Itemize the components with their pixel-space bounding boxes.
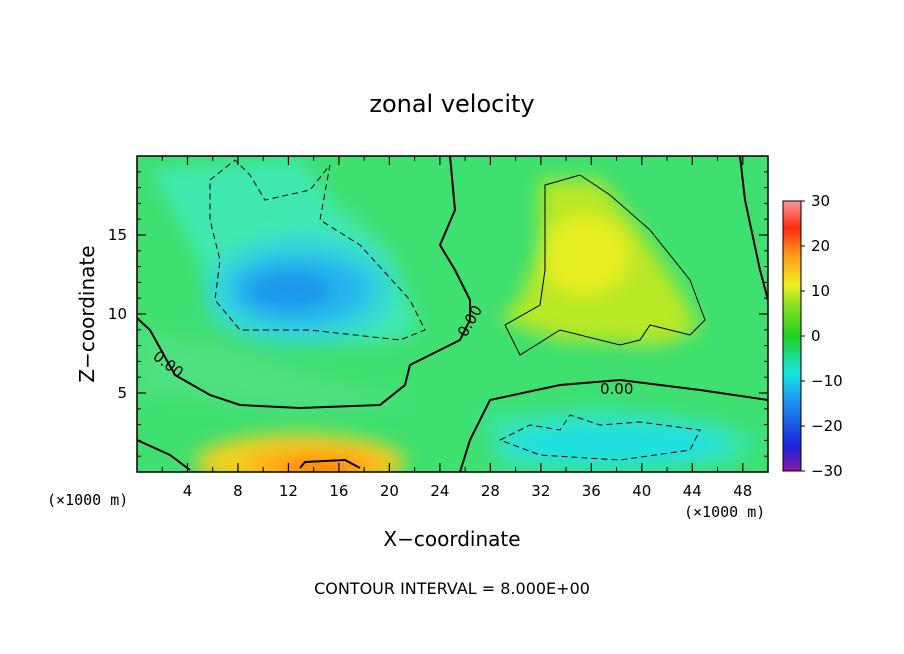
- x-tick-label: 32: [531, 482, 550, 500]
- chart-title: zonal velocity: [369, 90, 534, 118]
- y-axis-title: Z−coordinate: [75, 245, 99, 382]
- x-tick-label: 12: [279, 482, 298, 500]
- x-tick-label: 36: [582, 482, 601, 500]
- y-tick-label: 15: [108, 226, 127, 244]
- x-tick-label: 40: [632, 482, 651, 500]
- x-tick-label: 44: [683, 482, 702, 500]
- x-unit-right: (×1000 m): [684, 503, 765, 521]
- x-tick-label: 24: [430, 482, 449, 500]
- x-tick-label: 4: [183, 482, 193, 500]
- colorbar-tick-label: −20: [811, 417, 843, 435]
- x-axis: 4 8 12 16 20 24 28 32 36 40 44 48: [161, 156, 752, 500]
- plot-area: 0.00 0.00 0.00: [137, 156, 768, 472]
- x-unit-left: (×1000 m): [47, 491, 128, 509]
- colorbar-tick-label: 20: [811, 237, 830, 255]
- colorbar-tick-label: −10: [811, 372, 843, 390]
- x-tick-label: 48: [733, 482, 752, 500]
- colorbar: [782, 200, 802, 472]
- x-tick-label: 20: [380, 482, 399, 500]
- contour-lines: [137, 156, 768, 472]
- colorbar-tick-label: 30: [811, 192, 830, 210]
- colorbar-labels: 30 20 10 0 −10 −20 −30: [801, 192, 843, 480]
- x-tick-label: 8: [233, 482, 243, 500]
- y-axis: 5 10 15: [108, 171, 768, 457]
- x-axis-title: X−coordinate: [383, 527, 520, 551]
- colorbar-tick-label: 10: [811, 282, 830, 300]
- y-tick-label: 5: [117, 384, 127, 402]
- colorbar-tick-label: −30: [811, 462, 843, 480]
- x-tick-label: 16: [329, 482, 348, 500]
- x-tick-label: 28: [481, 482, 500, 500]
- colorbar-tick-label: 0: [811, 327, 821, 345]
- contour-interval-note: CONTOUR INTERVAL = 8.000E+00: [314, 579, 590, 598]
- y-tick-label: 10: [108, 305, 127, 323]
- contour-label: 0.00: [600, 380, 633, 398]
